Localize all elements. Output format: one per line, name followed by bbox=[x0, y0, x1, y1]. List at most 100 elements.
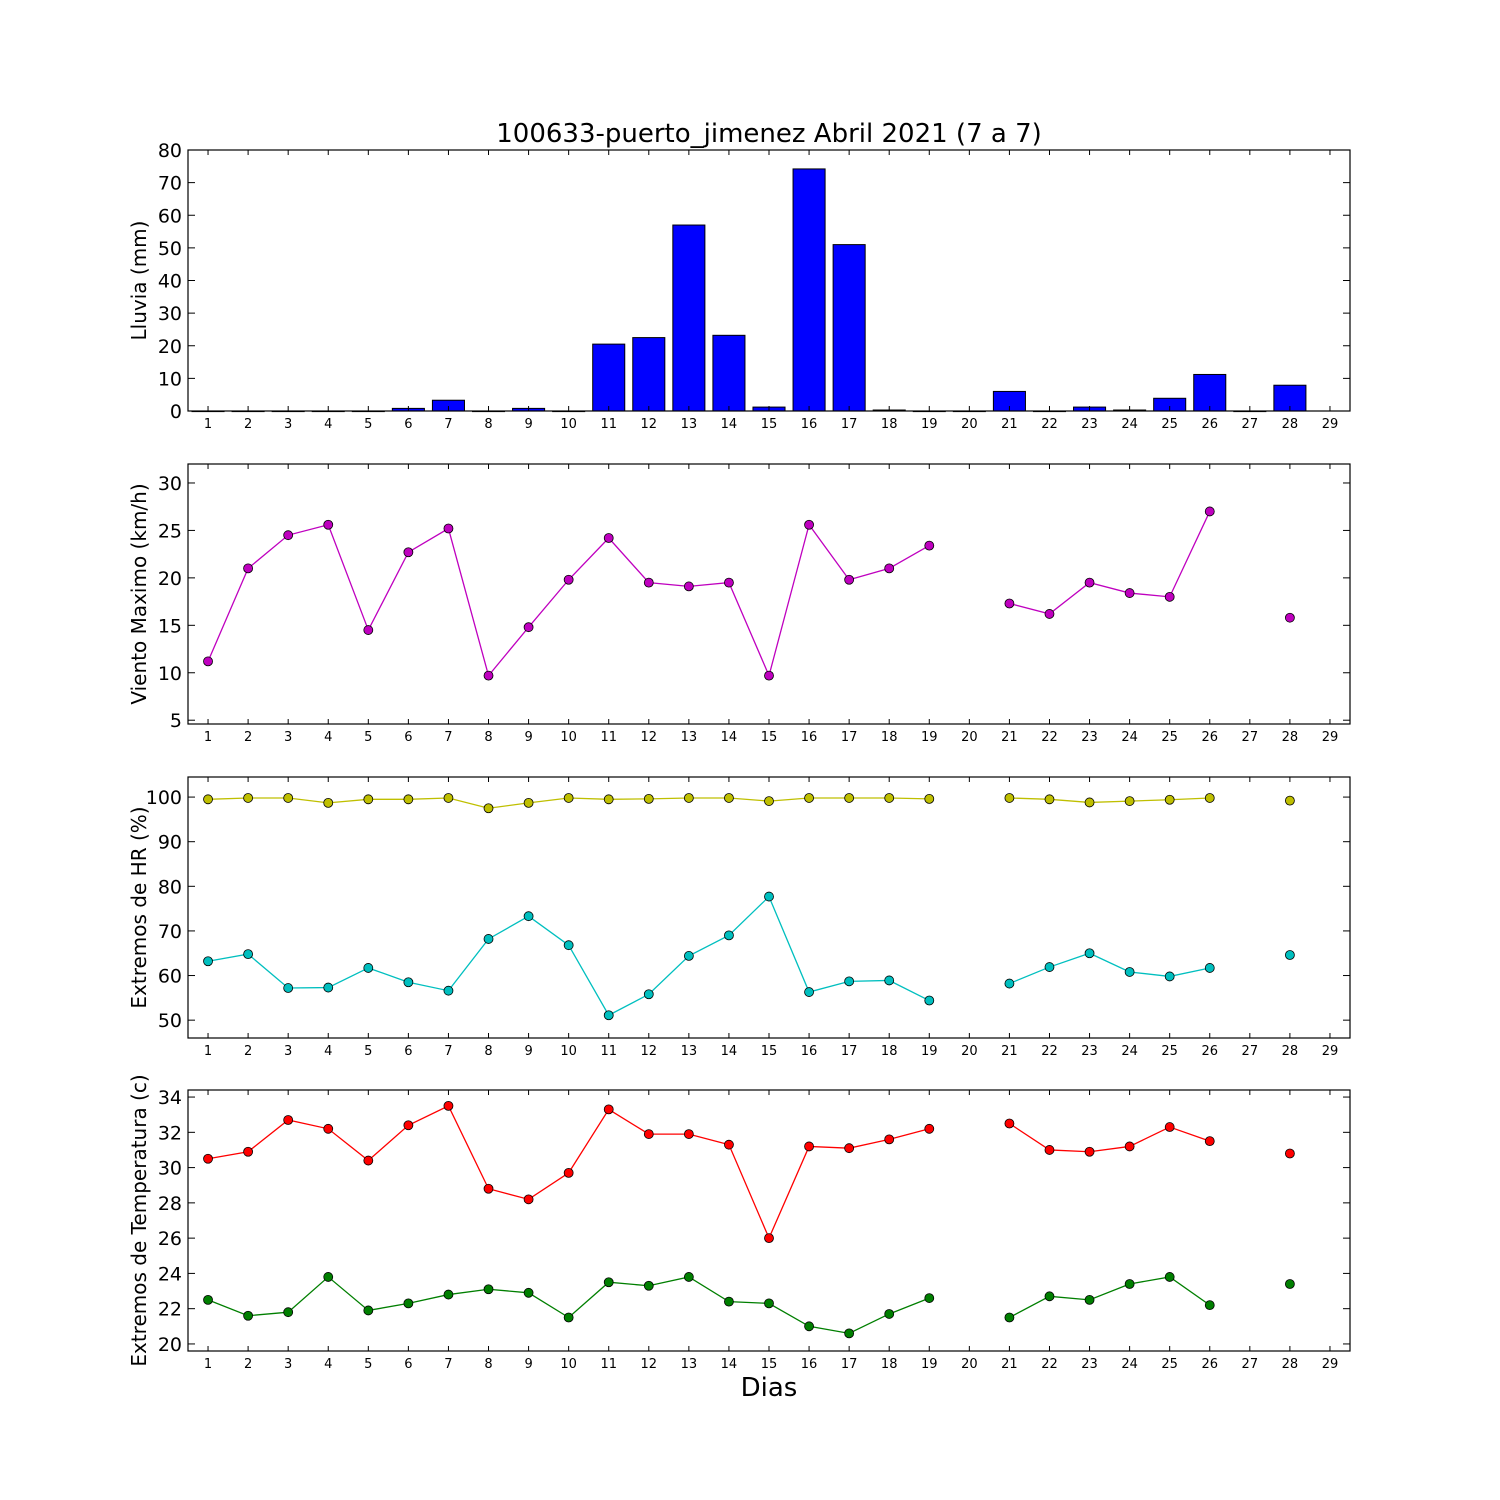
x-tick-label: 16 bbox=[801, 417, 818, 432]
series-2-point-day-11 bbox=[603, 1010, 614, 1021]
series-2-point-day-26 bbox=[1204, 1300, 1215, 1311]
x-tick-label: 5 bbox=[364, 1357, 372, 1372]
series-2-point-day-6 bbox=[403, 977, 414, 988]
x-tick-label: 5 bbox=[364, 417, 372, 432]
x-tick-label: 23 bbox=[1081, 417, 1098, 432]
x-tick-label: 3 bbox=[284, 417, 292, 432]
x-tick-label: 25 bbox=[1161, 417, 1178, 432]
y-tick-label: 32 bbox=[158, 1122, 182, 1144]
x-tick-label: 24 bbox=[1121, 730, 1138, 745]
series-2-point-day-28 bbox=[1284, 1279, 1295, 1289]
series-2-point-day-9 bbox=[523, 911, 534, 922]
series-1-point-day-7 bbox=[443, 523, 454, 534]
x-tick-label: 27 bbox=[1242, 1044, 1259, 1059]
series-2-point-day-11 bbox=[603, 1277, 614, 1288]
x-tick-label: 3 bbox=[284, 730, 292, 745]
series-1-point-day-3 bbox=[283, 793, 294, 803]
x-tick-label: 26 bbox=[1201, 417, 1218, 432]
x-tick-label: 22 bbox=[1041, 417, 1058, 432]
x-tick-label: 27 bbox=[1242, 417, 1259, 432]
rain-bar-day-13 bbox=[672, 224, 706, 412]
x-tick-label: 11 bbox=[600, 730, 617, 745]
y-tick-label: 80 bbox=[158, 876, 182, 898]
series-1-point-day-7 bbox=[443, 793, 454, 803]
series-1-point-day-4 bbox=[323, 797, 334, 808]
series-1-point-day-10 bbox=[563, 574, 574, 585]
x-tick-label: 27 bbox=[1242, 1357, 1259, 1372]
x-tick-label: 12 bbox=[641, 730, 658, 745]
series-1-point-day-6 bbox=[403, 1120, 414, 1131]
x-tick-label: 7 bbox=[444, 417, 452, 432]
series-1-point-day-13 bbox=[683, 581, 694, 592]
series-1-point-day-18 bbox=[884, 1134, 895, 1145]
x-tick-label: 3 bbox=[284, 1044, 292, 1059]
series-1-point-day-14 bbox=[724, 1139, 734, 1150]
x-tick-label: 17 bbox=[841, 730, 858, 745]
x-tick-label: 7 bbox=[444, 1357, 452, 1372]
series-1-point-day-15 bbox=[764, 1233, 774, 1244]
x-tick-label: 2 bbox=[244, 1357, 252, 1372]
series-1-point-day-17 bbox=[844, 793, 855, 803]
series-2-point-day-16 bbox=[804, 987, 814, 997]
series-2-point-day-1 bbox=[203, 1294, 213, 1305]
series-1-point-day-2 bbox=[243, 563, 254, 574]
x-tick-label: 18 bbox=[881, 1357, 898, 1372]
x-tick-label: 12 bbox=[641, 1044, 658, 1059]
series-1-point-day-4 bbox=[323, 519, 334, 530]
series-2-point-day-24 bbox=[1124, 967, 1135, 977]
series-1-point-day-11 bbox=[603, 1104, 614, 1115]
x-tick-label: 6 bbox=[404, 417, 412, 432]
series-1-point-day-8 bbox=[483, 670, 494, 681]
y-tick-label: 0 bbox=[170, 401, 182, 423]
x-tick-label: 28 bbox=[1282, 730, 1299, 745]
series-2-point-day-21 bbox=[1004, 978, 1015, 989]
rain-bar-day-17 bbox=[832, 244, 866, 412]
x-tick-label: 11 bbox=[600, 417, 617, 432]
x-tick-label: 9 bbox=[524, 1357, 532, 1372]
x-tick-label: 20 bbox=[961, 417, 978, 432]
series-1-point-day-25 bbox=[1164, 1122, 1175, 1132]
x-tick-label: 25 bbox=[1161, 730, 1178, 745]
x-tick-label: 2 bbox=[244, 1044, 252, 1059]
rain-bar-day-11 bbox=[592, 343, 626, 412]
x-tick-label: 11 bbox=[600, 1357, 617, 1372]
series-1-line bbox=[1009, 1122, 1210, 1153]
series-1-point-day-8 bbox=[483, 803, 494, 814]
series-1-point-day-19 bbox=[924, 1123, 935, 1134]
series-1-point-day-9 bbox=[523, 1194, 534, 1205]
y-tick-label: 10 bbox=[158, 663, 182, 685]
x-tick-label: 24 bbox=[1121, 1044, 1138, 1059]
x-tick-label: 21 bbox=[1001, 1357, 1018, 1372]
y-tick-label: 100 bbox=[146, 787, 182, 809]
y-tick-label: 10 bbox=[158, 368, 182, 390]
series-1-point-day-6 bbox=[403, 794, 414, 805]
series-1-point-day-23 bbox=[1084, 797, 1095, 808]
x-tick-label: 8 bbox=[484, 1357, 492, 1372]
x-tick-label: 29 bbox=[1322, 1044, 1339, 1059]
y-tick-label: 30 bbox=[158, 473, 182, 495]
chart-title: 100633-puerto_jimenez Abril 2021 (7 a 7) bbox=[496, 119, 1042, 149]
y-tick-label: 28 bbox=[158, 1193, 182, 1215]
x-tick-label: 21 bbox=[1001, 1044, 1018, 1059]
x-tick-label: 23 bbox=[1081, 1357, 1098, 1372]
x-tick-label: 4 bbox=[324, 417, 332, 432]
series-1-point-day-24 bbox=[1124, 588, 1135, 598]
series-2-point-day-5 bbox=[363, 963, 374, 973]
x-tick-label: 13 bbox=[681, 417, 698, 432]
x-tick-label: 1 bbox=[204, 730, 212, 745]
y-tick-label: 30 bbox=[158, 303, 182, 325]
series-1-point-day-2 bbox=[243, 793, 254, 803]
x-tick-label: 21 bbox=[1001, 417, 1018, 432]
x-tick-label: 4 bbox=[324, 1044, 332, 1059]
x-tick-label: 20 bbox=[961, 1044, 978, 1059]
series-2-point-day-10 bbox=[563, 1312, 574, 1323]
x-tick-label: 1 bbox=[204, 1357, 212, 1372]
x-tick-label: 28 bbox=[1282, 1044, 1299, 1059]
y-tick-label: 50 bbox=[158, 238, 182, 260]
series-1-point-day-1 bbox=[203, 656, 213, 667]
y-tick-label: 60 bbox=[158, 205, 182, 227]
series-1-point-day-21 bbox=[1004, 793, 1015, 803]
series-1-point-day-3 bbox=[283, 530, 294, 541]
x-tick-label: 22 bbox=[1041, 1357, 1058, 1372]
